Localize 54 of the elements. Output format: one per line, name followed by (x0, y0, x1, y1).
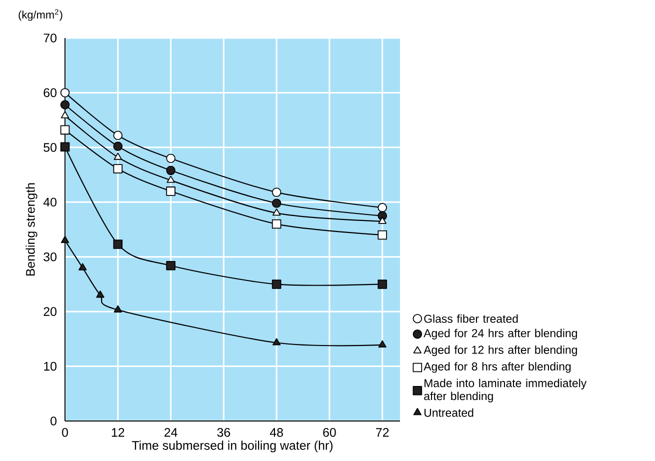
x-tick-label: 72 (376, 428, 389, 437)
point (378, 340, 386, 348)
point (113, 164, 123, 174)
point (378, 230, 388, 240)
point (272, 280, 282, 289)
legend-label: Aged for 24 hrs after blending (424, 328, 577, 340)
point (272, 208, 281, 216)
point (166, 186, 176, 196)
x-axis-title: Time submersed in boiling water (hr) (132, 440, 332, 452)
x-tick-label: 36 (217, 428, 230, 437)
point (378, 216, 386, 224)
legend-label: Untreated (424, 408, 474, 417)
point (96, 290, 104, 298)
y-tick-label: 20 (44, 307, 56, 316)
point (60, 88, 70, 98)
x-tick-label: 48 (270, 428, 283, 437)
point (60, 236, 70, 243)
point (166, 166, 176, 176)
point (166, 260, 176, 270)
point (166, 176, 175, 183)
y-tick-label: 0 (50, 416, 56, 426)
y-tick-label: 30 (44, 252, 56, 262)
legend-label: Glass fiber treated (424, 314, 518, 323)
y-tick-label: 10 (44, 362, 56, 371)
legend-label: Made into laminate immediately after blending (424, 378, 587, 402)
y-tick-label: 70 (44, 34, 56, 42)
point (114, 305, 122, 312)
point (113, 142, 123, 151)
point (272, 338, 281, 346)
point (272, 219, 282, 229)
point (114, 152, 122, 160)
point (378, 202, 388, 212)
point (78, 263, 87, 270)
point (60, 125, 70, 135)
point (60, 142, 70, 152)
y-tick-label: 60 (44, 88, 56, 98)
point (60, 111, 70, 118)
x-tick-label: 12 (112, 428, 124, 437)
text: (kg/mm$^{2}$) (18, 9, 62, 21)
point (113, 130, 123, 140)
point (272, 198, 282, 208)
y-axis-title: Bending strength (26, 183, 38, 276)
x-tick-label: 60 (323, 428, 336, 437)
y-tick-label: 50 (44, 143, 56, 152)
legend-label: Aged for 12 hrs after blending (424, 345, 577, 356)
point (378, 280, 388, 289)
point (113, 240, 123, 249)
point (166, 154, 176, 164)
x-tick-label: 24 (164, 428, 178, 437)
point (272, 188, 282, 197)
y-tick-label: 40 (43, 198, 56, 207)
legend-label: Aged for 8 hrs after blending (424, 362, 571, 373)
x-tick-label: 0 (62, 428, 68, 437)
point (60, 100, 70, 110)
